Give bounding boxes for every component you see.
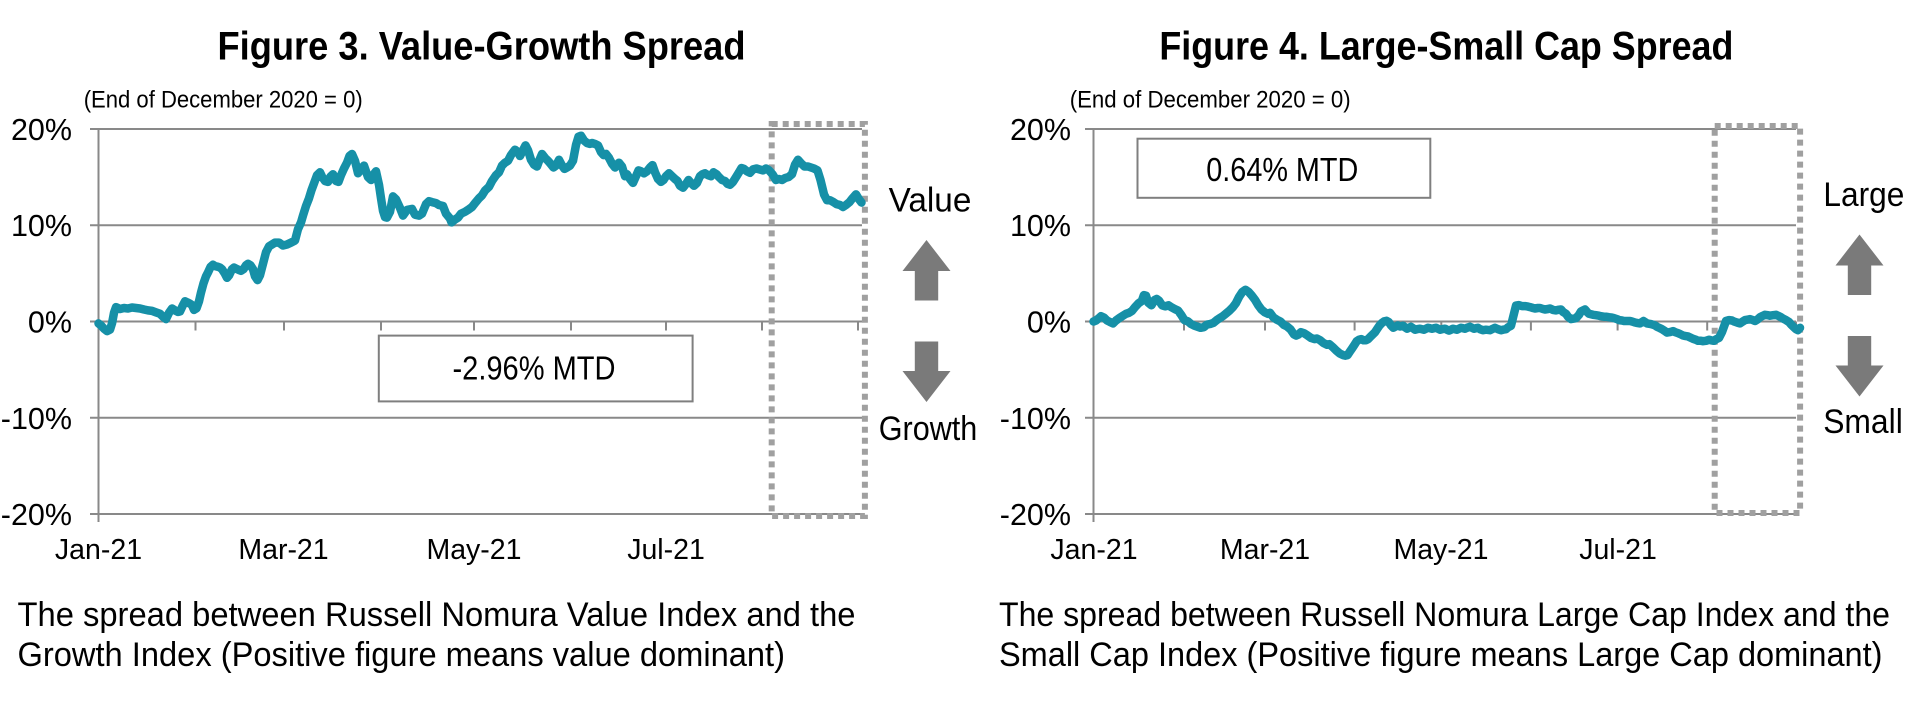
svg-text:Mar-21: Mar-21	[1220, 534, 1310, 566]
svg-text:-20%: -20%	[1000, 498, 1071, 532]
svg-text:(End of December 2020 = 0): (End of December 2020 = 0)	[1070, 87, 1351, 114]
svg-text:20%: 20%	[11, 113, 72, 147]
svg-text:-10%: -10%	[1000, 402, 1071, 436]
svg-text:(End of December 2020 = 0): (End of December 2020 = 0)	[84, 87, 363, 114]
svg-text:0.64% MTD: 0.64% MTD	[1206, 151, 1358, 188]
svg-text:May-21: May-21	[1393, 534, 1488, 566]
svg-text:Mar-21: Mar-21	[238, 534, 328, 566]
svg-text:10%: 10%	[11, 209, 72, 243]
svg-text:Growth: Growth	[879, 410, 978, 448]
svg-text:Small Cap Index (Positive figu: Small Cap Index (Positive figure means L…	[999, 636, 1883, 674]
svg-text:0%: 0%	[1027, 306, 1071, 340]
svg-text:Jan-21: Jan-21	[1050, 534, 1137, 566]
svg-text:Value: Value	[889, 182, 972, 220]
svg-text:Small: Small	[1823, 403, 1903, 441]
svg-text:Figure 4. Large-Small Cap Spre: Figure 4. Large-Small Cap Spread	[1159, 25, 1733, 69]
svg-text:Jul-21: Jul-21	[627, 534, 705, 566]
svg-text:-10%: -10%	[1, 402, 72, 436]
svg-text:Jan-21: Jan-21	[55, 534, 142, 566]
svg-text:-2.96% MTD: -2.96% MTD	[453, 351, 616, 388]
svg-text:The spread between Russell Nom: The spread between Russell Nomura Value …	[18, 596, 856, 634]
svg-text:-20%: -20%	[1, 498, 72, 532]
svg-text:20%: 20%	[1010, 113, 1071, 147]
svg-text:Figure 3. Value-Growth Spread: Figure 3. Value-Growth Spread	[218, 25, 746, 69]
svg-text:The spread between Russell Nom: The spread between Russell Nomura Large …	[999, 596, 1890, 634]
svg-text:10%: 10%	[1010, 209, 1071, 243]
svg-text:Large: Large	[1823, 176, 1904, 214]
svg-text:May-21: May-21	[426, 534, 521, 566]
svg-text:Growth Index (Positive figure: Growth Index (Positive figure means valu…	[18, 636, 786, 674]
svg-text:Jul-21: Jul-21	[1579, 534, 1657, 566]
svg-text:0%: 0%	[28, 306, 72, 340]
